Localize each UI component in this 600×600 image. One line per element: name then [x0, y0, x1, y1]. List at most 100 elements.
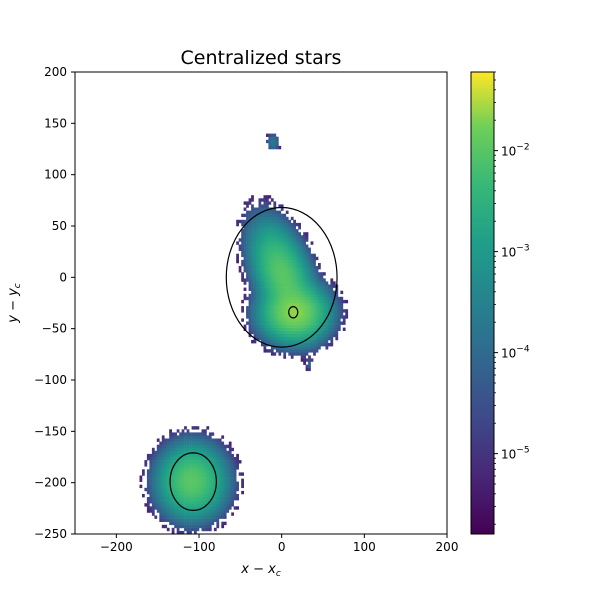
heatmap-cell: [191, 466, 195, 470]
heatmap-cell: [161, 453, 165, 458]
heatmap-cell: [159, 490, 163, 495]
heatmap-cell: [258, 293, 262, 298]
heatmap-cell: [320, 336, 324, 341]
heatmap-cell: [263, 333, 267, 338]
heatmap-cell: [216, 478, 220, 482]
heatmap-cell: [164, 438, 168, 442]
heatmap-cell: [310, 318, 314, 322]
heatmap-cell: [266, 204, 269, 208]
heatmap-cell: [206, 506, 210, 510]
heatmap-cell: [236, 457, 239, 461]
heatmap-cell: [273, 263, 277, 267]
heatmap-cell: [223, 457, 227, 461]
heatmap-cell: [261, 253, 264, 258]
heatmap-cell: [181, 444, 185, 449]
heatmap-cell: [313, 275, 316, 279]
heatmap-cell: [218, 490, 222, 495]
heatmap-cell: [295, 259, 299, 264]
heatmap-cell: [258, 198, 262, 202]
heatmap-cell: [313, 321, 316, 325]
heatmap-cell: [243, 278, 247, 282]
heatmap-cell: [268, 229, 272, 233]
heatmap-cell: [213, 484, 217, 489]
heatmap-cell: [248, 201, 252, 205]
heatmap-cell: [149, 484, 153, 489]
heatmap-cell: [278, 324, 282, 328]
heatmap-cell: [176, 447, 180, 452]
heatmap-cell: [176, 500, 180, 504]
heatmap-cell: [285, 263, 289, 267]
heatmap-cell: [253, 287, 257, 291]
heatmap-cell: [211, 469, 215, 473]
heatmap-cell: [258, 201, 262, 205]
heatmap-cell: [184, 435, 187, 439]
heatmap-cell: [310, 287, 314, 291]
heatmap-cell: [285, 321, 289, 325]
heatmap-cell: [169, 441, 172, 445]
heatmap-cell: [268, 343, 272, 347]
heatmap-cell: [218, 494, 222, 498]
heatmap-cell: [256, 250, 259, 254]
heatmap-cell: [310, 293, 314, 298]
heatmap-cell: [179, 512, 182, 516]
heatmap-cell: [270, 275, 274, 279]
heatmap-cell: [201, 490, 205, 495]
heatmap-cell: [199, 469, 202, 473]
heatmap-cell: [248, 238, 252, 242]
heatmap-cell: [303, 250, 306, 254]
heatmap-cell: [151, 447, 155, 452]
heatmap-cell: [211, 466, 215, 470]
heatmap-cell: [298, 247, 301, 251]
heatmap-cell: [191, 447, 195, 452]
heatmap-cell: [285, 306, 289, 310]
heatmap-cell: [179, 438, 182, 442]
heatmap-cell: [318, 306, 321, 310]
heatmap-cell: [266, 139, 269, 144]
heatmap-cell: [208, 466, 212, 470]
heatmap-cell: [206, 463, 210, 467]
heatmap-cell: [313, 287, 316, 291]
heatmap-cell: [318, 321, 321, 325]
heatmap-cell: [288, 269, 292, 273]
heatmap-cell: [241, 241, 244, 245]
heatmap-cell: [323, 318, 326, 322]
heatmap-cell: [243, 281, 247, 285]
heatmap-cell: [290, 296, 294, 301]
heatmap-cell: [295, 346, 299, 350]
heatmap-cell: [295, 287, 299, 291]
heatmap-cell: [194, 426, 197, 430]
heatmap-cell: [283, 238, 287, 242]
heatmap-cell: [166, 457, 170, 461]
heatmap-cell: [199, 518, 202, 522]
heatmap-cell: [293, 256, 296, 261]
heatmap-cell: [159, 512, 163, 516]
heatmap-cell: [258, 244, 262, 248]
heatmap-cell: [146, 478, 150, 482]
heatmap-cell: [174, 432, 177, 436]
heatmap-cell: [144, 487, 148, 492]
heatmap-cell: [315, 321, 319, 325]
heatmap-cell: [305, 259, 309, 264]
heatmap-cell: [258, 327, 262, 331]
heatmap-cell: [313, 340, 316, 344]
heatmap-cell: [246, 269, 249, 273]
heatmap-cell: [211, 490, 215, 495]
heatmap-cell: [337, 299, 341, 304]
heatmap-cell: [228, 481, 232, 485]
heatmap-cell: [273, 330, 277, 335]
heatmap-cell: [290, 336, 294, 341]
heatmap-cell: [164, 475, 168, 479]
heatmap-cell: [266, 219, 269, 224]
heatmap-cell: [191, 512, 195, 516]
heatmap-cell: [323, 306, 326, 310]
heatmap-cell: [275, 226, 279, 230]
heatmap-cell: [278, 210, 282, 214]
heatmap-cell: [275, 244, 279, 248]
heatmap-cell: [275, 238, 279, 242]
heatmap-cell: [310, 241, 314, 245]
heatmap-cell: [270, 290, 274, 295]
heatmap-cell: [211, 487, 215, 492]
heatmap-cell: [228, 487, 232, 492]
heatmap-cell: [149, 478, 153, 482]
